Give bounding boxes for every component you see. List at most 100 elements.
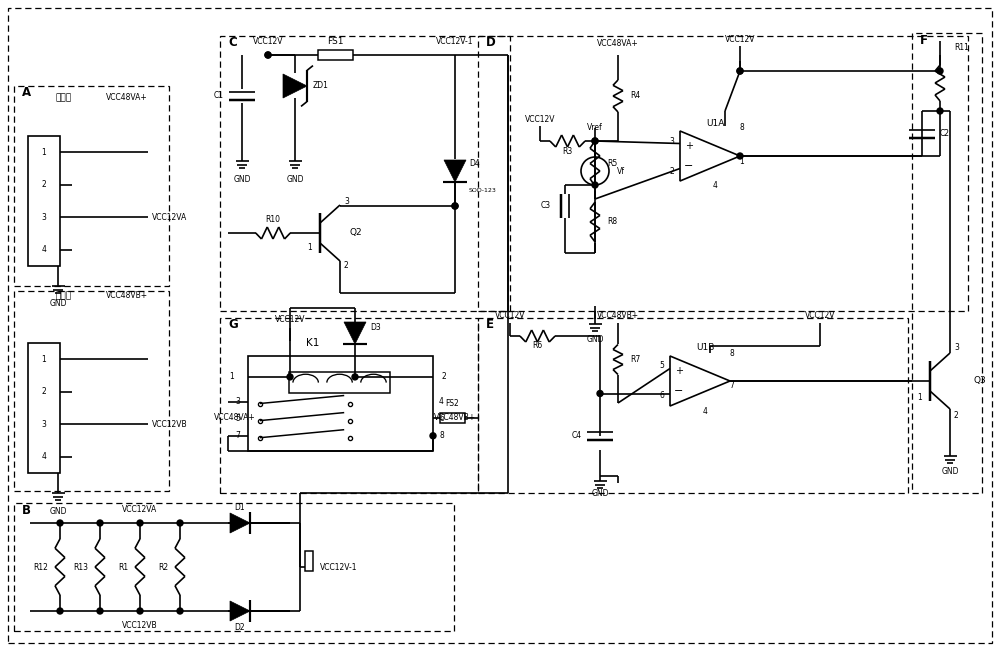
Polygon shape bbox=[283, 74, 307, 98]
Text: E: E bbox=[486, 318, 494, 331]
Polygon shape bbox=[670, 356, 730, 406]
Text: R10: R10 bbox=[266, 214, 280, 223]
Circle shape bbox=[737, 153, 743, 159]
Text: GND: GND bbox=[586, 335, 604, 344]
Text: Vref: Vref bbox=[587, 122, 603, 132]
Text: D2: D2 bbox=[235, 622, 245, 631]
Bar bbox=[478, 318, 908, 493]
Text: 1: 1 bbox=[229, 372, 234, 381]
Polygon shape bbox=[680, 131, 740, 181]
Text: GND: GND bbox=[49, 506, 67, 516]
Text: U1B: U1B bbox=[696, 344, 714, 352]
Text: FS1: FS1 bbox=[327, 36, 343, 46]
Circle shape bbox=[597, 391, 603, 396]
Circle shape bbox=[57, 608, 63, 614]
Circle shape bbox=[452, 203, 458, 209]
Text: D: D bbox=[486, 36, 496, 49]
Text: GND: GND bbox=[941, 467, 959, 475]
Text: R5: R5 bbox=[607, 159, 617, 168]
Circle shape bbox=[265, 52, 271, 58]
Text: VCC12V: VCC12V bbox=[495, 311, 525, 320]
Bar bbox=[28, 136, 60, 266]
Text: VCC12V: VCC12V bbox=[275, 314, 305, 324]
Bar bbox=[440, 413, 465, 422]
Text: 电源二: 电源二 bbox=[55, 292, 71, 301]
Polygon shape bbox=[444, 160, 466, 182]
Text: 5: 5 bbox=[660, 361, 664, 370]
Text: 4: 4 bbox=[42, 245, 46, 255]
Bar bbox=[478, 36, 968, 311]
Text: 5: 5 bbox=[235, 414, 240, 423]
Text: 3: 3 bbox=[344, 197, 349, 206]
Text: 8: 8 bbox=[439, 432, 444, 440]
Text: R4: R4 bbox=[630, 92, 640, 100]
Text: VCC12V: VCC12V bbox=[525, 115, 555, 124]
Text: FS2: FS2 bbox=[445, 399, 459, 408]
Text: 1: 1 bbox=[740, 156, 744, 165]
Text: VCC48VA+: VCC48VA+ bbox=[597, 38, 639, 48]
Text: 1: 1 bbox=[42, 148, 46, 157]
Text: C2: C2 bbox=[940, 130, 950, 139]
Text: Vf: Vf bbox=[617, 167, 625, 176]
Text: R2: R2 bbox=[158, 562, 168, 572]
Text: −: − bbox=[684, 161, 694, 171]
Text: 3: 3 bbox=[954, 342, 959, 352]
Text: 6: 6 bbox=[660, 391, 664, 400]
Circle shape bbox=[592, 182, 598, 188]
Text: VCC12VA: VCC12VA bbox=[152, 213, 187, 222]
Bar bbox=[220, 318, 478, 493]
Bar bbox=[14, 503, 454, 631]
Circle shape bbox=[137, 608, 143, 614]
Text: 8: 8 bbox=[730, 348, 734, 357]
Text: 1: 1 bbox=[917, 393, 922, 402]
Text: 4: 4 bbox=[42, 452, 46, 462]
Bar bbox=[28, 343, 60, 473]
Text: 2: 2 bbox=[42, 180, 46, 189]
Text: +: + bbox=[675, 366, 683, 376]
Text: +: + bbox=[685, 141, 693, 151]
Text: VCC48VB+: VCC48VB+ bbox=[106, 292, 148, 301]
Text: K1: K1 bbox=[306, 338, 319, 348]
Text: VCC12V: VCC12V bbox=[253, 36, 283, 46]
Text: VCC12V: VCC12V bbox=[725, 35, 755, 44]
Text: 2: 2 bbox=[441, 372, 446, 381]
Text: GND: GND bbox=[49, 299, 67, 309]
Text: F: F bbox=[920, 35, 928, 48]
Text: G: G bbox=[228, 318, 238, 331]
Text: C4: C4 bbox=[572, 432, 582, 441]
Text: R8: R8 bbox=[607, 217, 617, 227]
Text: D4: D4 bbox=[469, 158, 480, 167]
Text: VCC12V: VCC12V bbox=[805, 311, 835, 320]
Bar bbox=[14, 291, 169, 491]
Text: GND: GND bbox=[286, 174, 304, 184]
Text: VCC48VA+: VCC48VA+ bbox=[106, 94, 148, 102]
Text: 2: 2 bbox=[670, 167, 674, 176]
Text: R11: R11 bbox=[954, 44, 969, 53]
Text: 2: 2 bbox=[344, 260, 349, 270]
Circle shape bbox=[592, 138, 598, 144]
Text: VCC12VA: VCC12VA bbox=[122, 505, 158, 514]
Bar bbox=[305, 551, 313, 571]
Circle shape bbox=[452, 203, 458, 209]
Text: SOD-123: SOD-123 bbox=[469, 189, 497, 193]
Circle shape bbox=[737, 68, 743, 74]
Bar bbox=[248, 356, 433, 451]
Text: 1: 1 bbox=[308, 243, 312, 251]
Bar bbox=[912, 33, 982, 493]
Text: GND: GND bbox=[591, 490, 609, 499]
Text: −: − bbox=[674, 386, 684, 396]
Text: Q2: Q2 bbox=[350, 229, 363, 238]
Circle shape bbox=[937, 68, 943, 74]
Text: 4: 4 bbox=[439, 397, 444, 406]
Bar bbox=[289, 372, 390, 393]
Text: 电源一: 电源一 bbox=[55, 94, 71, 102]
Text: VCC12V-1: VCC12V-1 bbox=[320, 562, 358, 572]
Text: U1A: U1A bbox=[706, 118, 724, 128]
Text: 4: 4 bbox=[703, 406, 707, 415]
Circle shape bbox=[57, 520, 63, 526]
Circle shape bbox=[97, 520, 103, 526]
Bar bbox=[318, 50, 352, 60]
Text: 2: 2 bbox=[42, 387, 46, 396]
Text: VCC48VA+: VCC48VA+ bbox=[214, 413, 256, 422]
Text: 3: 3 bbox=[42, 420, 46, 429]
